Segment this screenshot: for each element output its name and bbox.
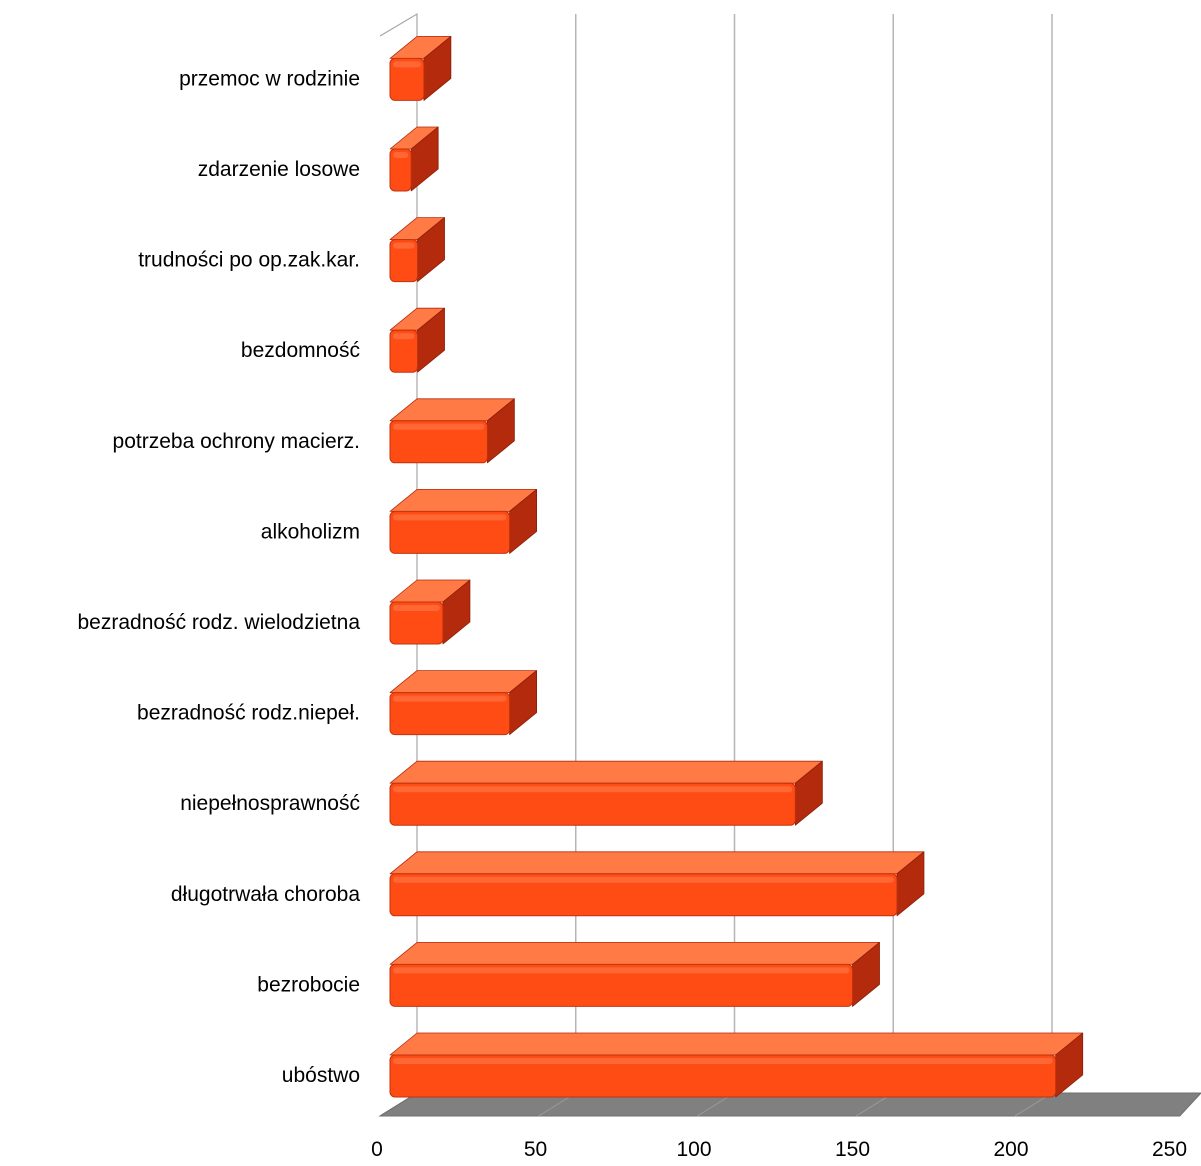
bar bbox=[389, 579, 471, 645]
category-label: długotrwała choroba bbox=[171, 883, 360, 906]
bar bbox=[389, 489, 537, 554]
bar bbox=[389, 760, 823, 826]
x-tick-label: 250 bbox=[1152, 1138, 1187, 1161]
bar bbox=[389, 307, 445, 373]
bar bbox=[389, 126, 439, 192]
bar bbox=[389, 670, 537, 736]
category-label: przemoc w rodzinie bbox=[179, 67, 360, 90]
bar-front-face bbox=[389, 873, 898, 917]
bar bbox=[389, 851, 925, 917]
bar-front-face bbox=[389, 601, 444, 645]
bar-highlight bbox=[393, 876, 894, 883]
category-label: bezradność rodz. wielodzietna bbox=[78, 611, 361, 634]
bar bbox=[389, 398, 515, 464]
bar-front-face bbox=[389, 148, 412, 192]
bar-top-face bbox=[389, 851, 925, 875]
bar-highlight bbox=[393, 61, 421, 68]
bar-highlight bbox=[393, 242, 415, 249]
category-label: ubóstwo bbox=[282, 1064, 360, 1087]
category-label: bezradność rodz.niepeł. bbox=[137, 702, 360, 725]
bar bbox=[389, 217, 445, 283]
bar-highlight bbox=[393, 423, 485, 430]
bar-front-face bbox=[389, 510, 511, 554]
bar-front-face bbox=[389, 239, 419, 283]
category-label: trudności po op.zak.kar. bbox=[138, 249, 360, 272]
x-tick-label: 100 bbox=[676, 1138, 711, 1161]
x-tick-label: 150 bbox=[835, 1138, 870, 1161]
category-label: potrzeba ochrony macierz. bbox=[113, 430, 360, 453]
category-label: alkoholizm bbox=[261, 520, 360, 543]
bar-front-face bbox=[389, 782, 796, 826]
bar-highlight bbox=[393, 514, 507, 521]
bar-highlight bbox=[393, 695, 507, 702]
bar-front-face bbox=[389, 329, 419, 373]
category-labels: przemoc w rodzinie zdarzenie losowe trudno… bbox=[78, 67, 361, 1087]
bar-top-face bbox=[389, 760, 823, 784]
bar-front-face bbox=[389, 692, 511, 736]
bar-highlight bbox=[393, 1058, 1053, 1064]
bar-highlight bbox=[393, 605, 440, 611]
bar-highlight bbox=[393, 152, 409, 158]
bar-highlight bbox=[393, 786, 793, 793]
bar-front-face bbox=[389, 57, 425, 101]
x-tick-label: 0 bbox=[371, 1138, 383, 1161]
bar-top-face bbox=[389, 1032, 1084, 1056]
bar-highlight bbox=[393, 333, 415, 340]
bar bbox=[389, 36, 452, 101]
floor-plane bbox=[378, 1092, 1201, 1117]
bar bbox=[389, 942, 880, 1007]
category-label: zdarzenie losowe bbox=[198, 158, 360, 181]
category-label: bezdomność bbox=[241, 339, 360, 362]
category-label: niepełnosprawność bbox=[180, 792, 360, 815]
x-tick-labels: 0 50 100 150 200 250 bbox=[371, 1138, 1187, 1161]
bars bbox=[389, 36, 1084, 1098]
category-label: bezrobocie bbox=[257, 973, 360, 996]
bar-front-face bbox=[389, 963, 853, 1007]
x-tick-label: 200 bbox=[993, 1138, 1028, 1161]
bar-highlight bbox=[393, 967, 850, 974]
x-tick-label: 50 bbox=[524, 1138, 547, 1161]
bar-front-face bbox=[389, 1054, 1057, 1098]
bar-top-face bbox=[389, 942, 880, 965]
bar bbox=[389, 1032, 1084, 1098]
bar-front-face bbox=[389, 420, 488, 464]
